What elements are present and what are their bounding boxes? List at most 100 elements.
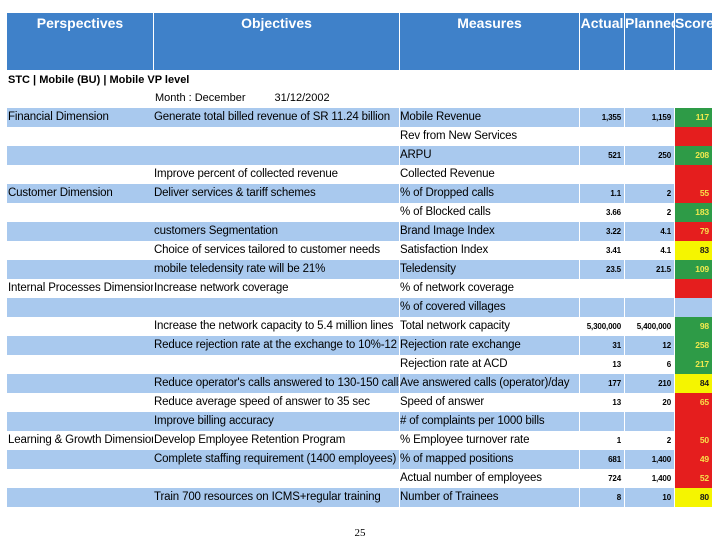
actual-cell: 177 <box>579 374 624 393</box>
table-row: Complete staffing requirement (1400 empl… <box>7 450 712 469</box>
measure-cell: Number of Trainees <box>399 488 579 507</box>
objective-cell: mobile teledensity rate will be 21% <box>153 260 399 279</box>
measure-cell: Ave answered calls (operator)/day <box>399 374 579 393</box>
measure-cell: Rejection rate exchange <box>399 336 579 355</box>
header-actual: Actual <box>579 13 624 70</box>
table-row: customers Segmentation Brand Image Index 3… <box>7 222 712 241</box>
planned-cell: 2 <box>624 184 674 203</box>
header-score: Score <box>674 13 714 70</box>
perspective-cell <box>7 450 153 469</box>
table-row: Increase the network capacity to 5.4 mil… <box>7 317 712 336</box>
score-cell: 52 <box>674 469 712 488</box>
planned-cell: 6 <box>624 355 674 374</box>
header-measures: Measures <box>399 13 579 70</box>
planned-cell <box>624 412 674 431</box>
measure-cell: % of mapped positions <box>399 450 579 469</box>
objective-cell: Deliver services & tariff schemes <box>153 184 399 203</box>
score-cell: 80 <box>674 488 712 507</box>
score-cell: 55 <box>674 184 712 203</box>
table-row: mobile teledensity rate will be 21% Teled… <box>7 260 712 279</box>
header-planned: Planned <box>624 13 679 70</box>
column-divider <box>579 108 580 507</box>
planned-cell: 250 <box>624 146 674 165</box>
actual-cell: 31 <box>579 336 624 355</box>
score-cell: 49 <box>674 450 712 469</box>
score-cell: 109 <box>674 260 712 279</box>
measure-cell: Satisfaction Index <box>399 241 579 260</box>
objective-cell <box>153 298 399 317</box>
perspective-cell <box>7 165 153 184</box>
planned-cell: 210 <box>624 374 674 393</box>
score-cell <box>674 279 712 298</box>
perspective-cell <box>7 469 153 488</box>
table-row: Improve percent of collected revenue Coll… <box>7 165 712 184</box>
table-row: % of covered villages <box>7 298 712 317</box>
table-row: Train 700 resources on ICMS+regular trai… <box>7 488 712 507</box>
score-cell: 50 <box>674 431 712 450</box>
planned-cell: 10 <box>624 488 674 507</box>
month-label: Month : December <box>155 92 246 104</box>
score-cell: 83 <box>674 241 712 260</box>
actual-cell: 3.66 <box>579 203 624 222</box>
measure-cell: Rejection rate at ACD <box>399 355 579 374</box>
perspective-cell <box>7 241 153 260</box>
objective-cell: Improve billing accuracy <box>153 412 399 431</box>
planned-cell: 5,400,000 <box>624 317 674 336</box>
objective-cell <box>153 469 399 488</box>
planned-cell <box>624 279 674 298</box>
score-cell: 217 <box>674 355 712 374</box>
perspective-cell <box>7 317 153 336</box>
measure-cell: Total network capacity <box>399 317 579 336</box>
table-row: Financial Dimension Generate total billed… <box>7 108 712 127</box>
objective-cell: Choice of services tailored to customer … <box>153 241 399 260</box>
planned-cell: 1,159 <box>624 108 674 127</box>
measure-cell: % of covered villages <box>399 298 579 317</box>
objective-cell <box>153 146 399 165</box>
perspective-cell <box>7 222 153 241</box>
measure-cell: % of Dropped calls <box>399 184 579 203</box>
score-cell: 258 <box>674 336 712 355</box>
actual-cell <box>579 165 624 184</box>
planned-cell: 2 <box>624 203 674 222</box>
objective-cell: Increase the network capacity to 5.4 mil… <box>153 317 399 336</box>
score-cell: 79 <box>674 222 712 241</box>
perspective-cell <box>7 412 153 431</box>
perspective-cell <box>7 127 153 146</box>
objective-cell: Reduce average speed of answer to 35 sec <box>153 393 399 412</box>
perspective-cell <box>7 203 153 222</box>
table-row: Choice of services tailored to customer … <box>7 241 712 260</box>
planned-cell: 4.1 <box>624 241 674 260</box>
planned-cell: 2 <box>624 431 674 450</box>
planned-cell: 21.5 <box>624 260 674 279</box>
objective-cell: Reduce operator's calls answered to 130-… <box>153 374 399 393</box>
actual-cell: 681 <box>579 450 624 469</box>
score-cell: 98 <box>674 317 712 336</box>
objective-cell <box>153 127 399 146</box>
planned-cell: 1,400 <box>624 450 674 469</box>
actual-cell: 1 <box>579 431 624 450</box>
perspective-cell <box>7 355 153 374</box>
actual-cell: 1.1 <box>579 184 624 203</box>
table-row: Learning & Growth Dimension Develop Emplo… <box>7 431 712 450</box>
score-cell: 84 <box>674 374 712 393</box>
score-cell: 183 <box>674 203 712 222</box>
objective-cell <box>153 203 399 222</box>
table-row: Customer Dimension Deliver services & tar… <box>7 184 712 203</box>
perspective-cell <box>7 488 153 507</box>
perspective-cell: Learning & Growth Dimension <box>7 431 153 450</box>
measure-cell: Mobile Revenue <box>399 108 579 127</box>
measure-cell: Brand Image Index <box>399 222 579 241</box>
actual-cell <box>579 412 624 431</box>
planned-cell <box>624 298 674 317</box>
table-row: Reduce average speed of answer to 35 sec… <box>7 393 712 412</box>
planned-cell: 12 <box>624 336 674 355</box>
objective-cell: Complete staffing requirement (1400 empl… <box>153 450 399 469</box>
header-perspectives: Perspectives <box>7 13 153 70</box>
measure-cell: % of Blocked calls <box>399 203 579 222</box>
actual-cell <box>579 127 624 146</box>
table-row: ARPU 521 250 208 <box>7 146 712 165</box>
scorecard-subtitle: STC | Mobile (BU) | Mobile VP level <box>8 74 190 86</box>
page-number: 25 <box>354 527 366 539</box>
planned-cell: 1,400 <box>624 469 674 488</box>
perspective-cell <box>7 393 153 412</box>
